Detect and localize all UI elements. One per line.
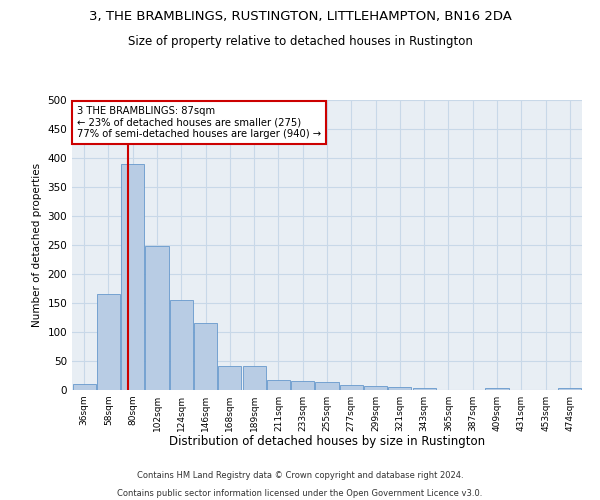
Y-axis label: Number of detached properties: Number of detached properties — [32, 163, 42, 327]
Bar — [291, 382, 314, 390]
Bar — [364, 386, 387, 390]
Bar — [145, 246, 169, 390]
Bar — [316, 382, 338, 390]
Text: Contains public sector information licensed under the Open Government Licence v3: Contains public sector information licen… — [118, 488, 482, 498]
Bar — [97, 294, 120, 390]
Text: 3, THE BRAMBLINGS, RUSTINGTON, LITTLEHAMPTON, BN16 2DA: 3, THE BRAMBLINGS, RUSTINGTON, LITTLEHAM… — [89, 10, 511, 23]
Bar — [413, 388, 436, 390]
Bar — [170, 300, 193, 390]
Bar — [242, 366, 266, 390]
Bar — [121, 164, 144, 390]
Bar — [388, 387, 412, 390]
Bar — [267, 380, 290, 390]
Bar — [73, 384, 95, 390]
Bar — [340, 386, 363, 390]
Bar — [218, 366, 241, 390]
Text: 3 THE BRAMBLINGS: 87sqm
← 23% of detached houses are smaller (275)
77% of semi-d: 3 THE BRAMBLINGS: 87sqm ← 23% of detache… — [77, 106, 321, 139]
Bar — [559, 388, 581, 390]
Text: Size of property relative to detached houses in Rustington: Size of property relative to detached ho… — [128, 35, 472, 48]
Text: Distribution of detached houses by size in Rustington: Distribution of detached houses by size … — [169, 435, 485, 448]
Bar — [485, 388, 509, 390]
Bar — [194, 324, 217, 390]
Text: Contains HM Land Registry data © Crown copyright and database right 2024.: Contains HM Land Registry data © Crown c… — [137, 471, 463, 480]
